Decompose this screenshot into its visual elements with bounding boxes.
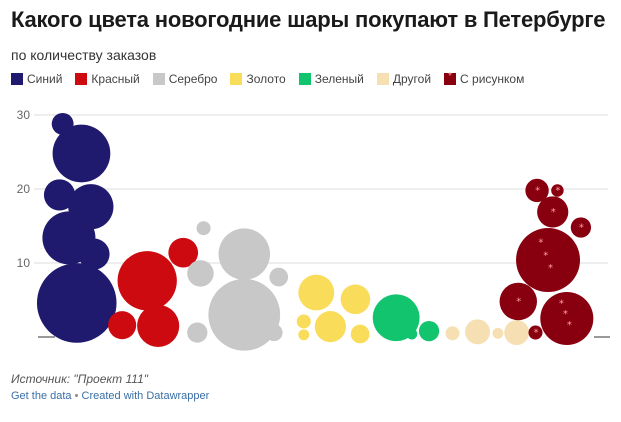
- star-icon: *: [543, 250, 548, 261]
- bubble: [137, 304, 180, 347]
- legend-item-silver: Серебро: [152, 72, 218, 86]
- bubble: [499, 282, 537, 321]
- chart-subtitle: по количеству заказов: [11, 47, 157, 63]
- y-tick-label: 10: [17, 256, 31, 270]
- legend-label-green: Зеленый: [314, 72, 364, 86]
- star-icon: *: [535, 185, 540, 196]
- bubble: [551, 184, 564, 197]
- bubble: [265, 323, 283, 342]
- bubble: [465, 319, 491, 345]
- star-icon: *: [563, 309, 568, 320]
- legend-item-patterned: * С рисунком: [444, 71, 525, 86]
- legend-item-gold: Золото: [230, 72, 286, 86]
- legend-item-green: Зеленый: [298, 72, 364, 86]
- legend: Синий Красный Серебро Золото Зеленый Дру…: [11, 71, 537, 86]
- credits-separator: •: [74, 390, 79, 402]
- y-tick-label: 30: [17, 108, 31, 122]
- legend-label-blue: Синий: [27, 72, 63, 86]
- bubble: [187, 322, 208, 343]
- bubble: [445, 326, 460, 341]
- legend-label-gold: Золото: [246, 72, 286, 86]
- legend-label-silver: Серебро: [168, 72, 218, 86]
- bubble: [187, 260, 214, 287]
- star-icon: *: [559, 299, 564, 310]
- bubble: [168, 237, 199, 268]
- bubble: [196, 221, 211, 236]
- bubble: [52, 124, 111, 183]
- legend-label-other: Другой: [392, 72, 432, 86]
- bubble: [298, 274, 335, 311]
- legend-swatch-green: [298, 73, 311, 85]
- legend-swatch-gold: [230, 73, 243, 85]
- legend-item-other: Другой: [376, 72, 432, 86]
- star-icon: *: [579, 222, 584, 233]
- bubble: [525, 178, 549, 203]
- bubble: [218, 228, 271, 280]
- bubble: [540, 291, 594, 346]
- legend-swatch-red: [75, 73, 88, 85]
- star-icon: *: [548, 263, 553, 274]
- datawrapper-link[interactable]: Created with Datawrapper: [81, 390, 210, 402]
- star-icon: *: [538, 238, 543, 249]
- bubble: [570, 217, 592, 238]
- legend-item-red: Красный: [75, 72, 140, 86]
- bubble: [43, 179, 76, 211]
- bubble: [36, 263, 117, 343]
- chart-title: Какого цвета новогодние шары покупают в …: [11, 7, 606, 32]
- y-tick-label: 20: [17, 182, 31, 196]
- star-icon: *: [555, 185, 560, 196]
- bubble: [108, 311, 137, 340]
- legend-swatch-patterned: *: [444, 71, 457, 85]
- star-icon: *: [516, 296, 521, 307]
- legend-item-blue: Синий: [11, 72, 62, 86]
- bubble: [516, 228, 581, 293]
- get-data-link[interactable]: Get the data: [11, 390, 72, 402]
- bubble: [372, 294, 420, 342]
- legend-swatch-silver: [152, 73, 165, 85]
- bubble: [528, 325, 543, 340]
- bubble: [117, 251, 177, 311]
- bubble: [350, 324, 370, 344]
- bubble: [208, 278, 281, 351]
- bubble: [298, 329, 310, 341]
- bubble: [296, 314, 311, 329]
- bubble: [314, 311, 346, 343]
- star-icon: *: [567, 320, 572, 331]
- bubble: [78, 238, 110, 270]
- bubble: [418, 320, 440, 342]
- bubble: [537, 196, 569, 228]
- bubble: [406, 328, 418, 340]
- bubble: [492, 327, 504, 339]
- star-icon: *: [551, 207, 556, 218]
- legend-label-red: Красный: [91, 72, 140, 86]
- star-icon: *: [534, 328, 539, 339]
- legend-swatch-blue: [11, 73, 23, 85]
- source-note: Источник: "Проект 111": [11, 372, 149, 386]
- credits: Get the data • Created with Datawrapper: [11, 390, 209, 402]
- legend-label-patterned: С рисунком: [460, 72, 525, 86]
- star-icon: *: [448, 71, 452, 82]
- legend-swatch-other: [376, 73, 389, 85]
- bubble: [269, 267, 289, 287]
- bubble: [504, 320, 530, 346]
- bubble: [340, 284, 371, 315]
